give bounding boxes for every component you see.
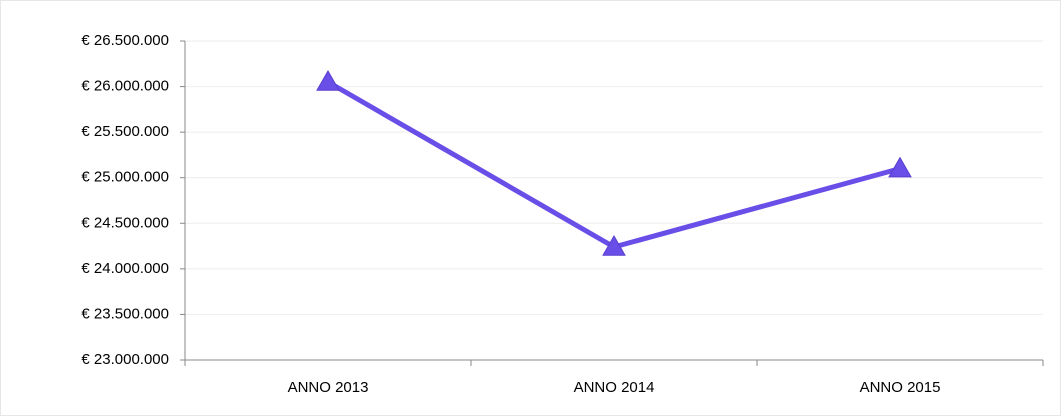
y-tick-label: € 26.000.000 (81, 78, 169, 95)
line-series (326, 79, 901, 250)
y-tick-label: € 24.000.000 (81, 260, 169, 277)
point-marker (316, 70, 340, 91)
y-tick-label: € 26.500.000 (81, 32, 169, 49)
x-tick-label: ANNO 2014 (574, 379, 655, 396)
x-tick-label: ANNO 2015 (860, 379, 941, 396)
point-marker (888, 156, 912, 178)
y-tick-label: € 25.000.000 (81, 169, 169, 186)
y-tick-label: € 23.000.000 (81, 351, 169, 368)
y-tick-label: € 25.500.000 (81, 123, 169, 140)
point-marker (602, 234, 626, 256)
x-tick-label: ANNO 2013 (288, 379, 369, 396)
y-tick-label: € 23.500.000 (81, 305, 169, 322)
y-tick-label: € 24.500.000 (81, 214, 169, 231)
